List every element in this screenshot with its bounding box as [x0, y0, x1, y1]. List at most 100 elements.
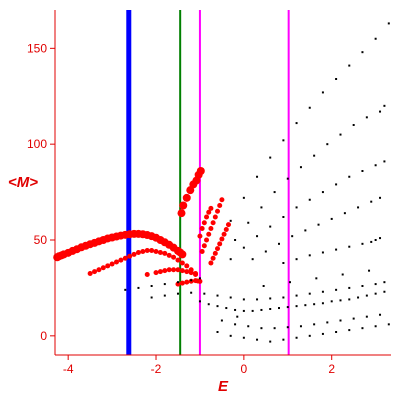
x-tick-label: 0 [241, 362, 248, 376]
data-point [321, 251, 324, 254]
data-point [208, 226, 214, 231]
data-point [150, 296, 153, 299]
data-point [242, 336, 245, 339]
y-ticks: 0 50 100 150 [27, 41, 55, 343]
data-point [225, 222, 231, 228]
data-point [217, 203, 223, 208]
data-point [124, 288, 127, 291]
data-point [335, 183, 338, 186]
data-point [157, 269, 163, 275]
data-point [229, 258, 232, 261]
data-point [374, 37, 377, 40]
data-point [308, 106, 311, 109]
data-point [365, 116, 368, 119]
data-point [260, 206, 263, 209]
data-point [201, 220, 207, 226]
data-point [361, 285, 364, 287]
data-point [282, 296, 285, 299]
data-point [357, 296, 360, 299]
data-point [282, 139, 285, 142]
data-point [357, 206, 360, 209]
data-point [383, 290, 386, 293]
data-point [150, 285, 153, 287]
data-point [190, 291, 193, 294]
y-tick-label: 0 [40, 329, 47, 343]
data-point [273, 191, 276, 194]
data-point [247, 221, 250, 224]
series-2 [144, 267, 199, 277]
data-point [157, 249, 163, 255]
y-tick-label: 150 [27, 41, 47, 55]
data-point [163, 294, 166, 297]
data-point [365, 294, 368, 297]
data-point [341, 273, 344, 276]
data-point [219, 236, 225, 242]
data-point [256, 175, 259, 178]
series-7 [208, 222, 231, 266]
data-point [179, 280, 185, 286]
data-point [171, 267, 177, 273]
data-point [295, 305, 298, 308]
data-point [199, 249, 205, 254]
data-point [295, 294, 298, 297]
data-point [370, 200, 373, 203]
data-point [229, 334, 232, 337]
data-point [321, 91, 324, 94]
data-point [176, 292, 179, 295]
data-point [206, 209, 212, 215]
data-point [352, 124, 355, 126]
data-point [256, 338, 259, 341]
data-point [304, 304, 307, 307]
data-point [225, 307, 228, 310]
series-17 [216, 269, 390, 343]
series-16 [220, 313, 382, 330]
data-point [196, 167, 205, 175]
data-point [177, 209, 186, 218]
data-point [216, 331, 219, 333]
data-point [361, 170, 364, 172]
data-point [171, 254, 177, 260]
data-point [374, 239, 377, 241]
data-point [313, 323, 316, 326]
data-point [190, 279, 193, 282]
data-point [335, 78, 338, 80]
data-point [204, 214, 210, 220]
data-point [308, 292, 311, 295]
data-point [105, 263, 111, 269]
data-point [184, 279, 190, 285]
data-point [215, 208, 221, 214]
data-point [179, 268, 185, 274]
data-point [204, 237, 210, 243]
data-point [197, 233, 203, 239]
data-point [118, 257, 124, 263]
data-point [162, 268, 168, 274]
data-point [256, 298, 259, 301]
data-point [242, 246, 245, 249]
data-point [162, 250, 168, 256]
data-point [140, 249, 146, 254]
data-point [207, 303, 210, 306]
data-point [166, 267, 172, 273]
data-point [286, 306, 289, 309]
data-point [315, 277, 318, 280]
x-ticks: -4 -2 0 2 [63, 355, 335, 376]
y-tick-label: 50 [34, 233, 48, 247]
data-point [182, 193, 191, 202]
data-point [206, 231, 212, 237]
data-point [295, 122, 298, 125]
data-point [379, 110, 382, 113]
data-point [308, 254, 311, 257]
series-9 [234, 104, 386, 241]
data-point [198, 277, 201, 280]
data-point [262, 285, 265, 287]
data-point [326, 321, 329, 324]
data-point [374, 164, 377, 167]
data-point [339, 319, 342, 322]
data-point [335, 248, 338, 251]
data-point [348, 298, 351, 301]
data-point [242, 309, 245, 312]
data-point [330, 217, 333, 220]
data-point [335, 331, 338, 333]
data-point [137, 286, 140, 289]
